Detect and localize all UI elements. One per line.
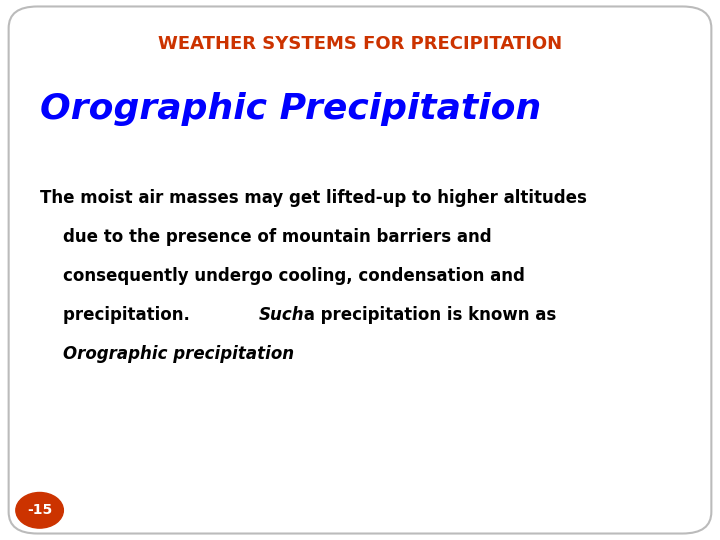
Text: The moist air masses may get lifted-up to higher altitudes: The moist air masses may get lifted-up t… xyxy=(40,189,587,207)
Circle shape xyxy=(16,492,63,528)
FancyBboxPatch shape xyxy=(9,6,711,534)
Text: precipitation.: precipitation. xyxy=(40,306,195,323)
Text: consequently undergo cooling, condensation and: consequently undergo cooling, condensati… xyxy=(40,267,524,285)
Text: Orographic Precipitation: Orographic Precipitation xyxy=(40,92,541,126)
Text: Orographic precipitation: Orographic precipitation xyxy=(40,345,294,362)
Text: Such: Such xyxy=(259,306,305,323)
Text: -15: -15 xyxy=(27,503,53,517)
Text: due to the presence of mountain barriers and: due to the presence of mountain barriers… xyxy=(40,228,491,246)
Text: WEATHER SYSTEMS FOR PRECIPITATION: WEATHER SYSTEMS FOR PRECIPITATION xyxy=(158,35,562,53)
Text: a precipitation is known as: a precipitation is known as xyxy=(298,306,557,323)
